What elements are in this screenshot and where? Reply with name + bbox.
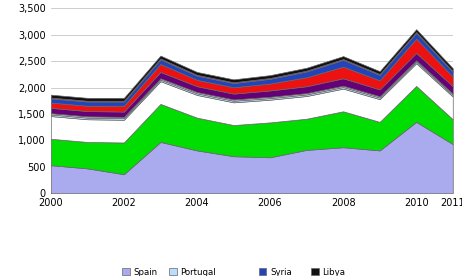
Legend: Spain, Italy, Greece, Portugal, Rest of the world, Turkey, Syria, Morocco, Libya: Spain, Italy, Greece, Portugal, Rest of … xyxy=(122,268,382,276)
